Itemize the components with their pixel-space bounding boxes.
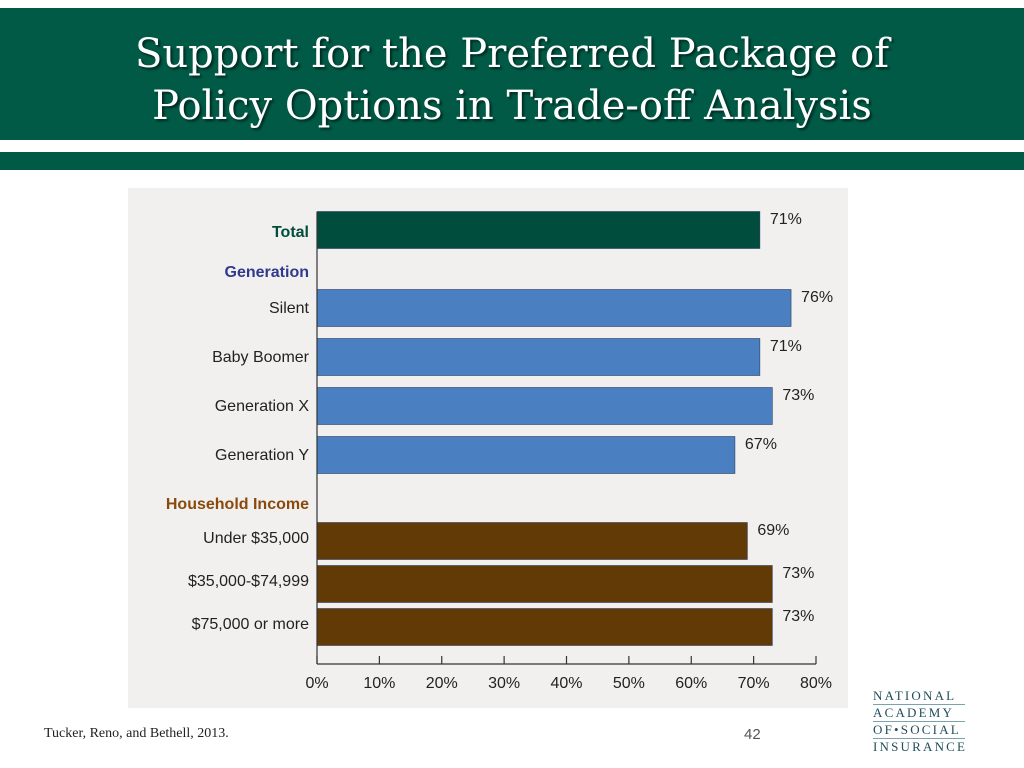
x-tick-label: 80% [800, 675, 832, 692]
citation: Tucker, Reno, and Bethell, 2013. [44, 726, 229, 741]
slide-title-line-2: Policy Options in Trade-off Analysis [152, 83, 872, 129]
x-tick-label: 50% [613, 675, 645, 692]
slide-title-line-1: Support for the Preferred Package of [134, 31, 890, 77]
bar-generation-y [316, 436, 736, 474]
logo-line-2: ACADEMY [873, 705, 965, 722]
logo-line-1: NATIONAL [873, 688, 965, 705]
title-band [0, 8, 1024, 140]
bar-silent [316, 289, 792, 327]
group-heading-household-income: Household Income [166, 496, 309, 513]
bar-35-000-74-999 [316, 565, 773, 603]
group-heading-generation: Generation [225, 264, 309, 281]
bar-chart: Total 71% Generation Silent 76% Baby Boomer 71… [166, 211, 833, 692]
bar-generation-x [316, 387, 773, 425]
x-tick-label: 20% [426, 675, 458, 692]
logo-line-4: INSURANCE [873, 739, 968, 754]
bar-total [316, 211, 761, 249]
x-tick-label: 40% [550, 675, 582, 692]
category-label-silent: Silent [269, 300, 310, 317]
value-label-generation-x: 73% [782, 387, 814, 404]
x-tick-label: 0% [305, 675, 328, 692]
chart-panel: Total 71% Generation Silent 76% Baby Boomer 71… [128, 188, 848, 708]
x-tick-label: 70% [738, 675, 770, 692]
bar-75-000-or-more [316, 608, 773, 646]
value-label-silent: 76% [801, 289, 833, 306]
category-label-total: Total [272, 224, 309, 241]
category-label-generation-y: Generation Y [215, 447, 309, 464]
value-label-baby-boomer: 71% [770, 338, 802, 355]
nasi-logo: NATIONAL ACADEMY OF•SOCIAL INSURANCE [873, 688, 965, 755]
bar-under-35-000 [316, 522, 748, 560]
category-label-under-35-000: Under $35,000 [203, 530, 309, 547]
value-label-under-35-000: 69% [757, 522, 789, 539]
value-label-75-000-or-more: 73% [782, 608, 814, 625]
x-tick-label: 10% [363, 675, 395, 692]
x-tick-label: 60% [675, 675, 707, 692]
bar-baby-boomer [316, 338, 761, 376]
category-label-75-000-or-more: $75,000 or more [192, 616, 310, 633]
title-stripe [0, 152, 1024, 170]
x-tick-label: 30% [488, 675, 520, 692]
logo-line-3: OF•SOCIAL [873, 722, 965, 739]
category-label-baby-boomer: Baby Boomer [212, 349, 310, 366]
value-label-generation-y: 67% [745, 436, 777, 453]
category-label-generation-x: Generation X [215, 398, 310, 415]
category-label-35-000-74-999: $35,000-$74,999 [188, 573, 309, 590]
value-label-35-000-74-999: 73% [782, 565, 814, 582]
value-label-total: 71% [770, 211, 802, 228]
slide-title: Support for the Preferred Package of Pol… [0, 28, 1024, 132]
page-number: 42 [744, 726, 761, 743]
